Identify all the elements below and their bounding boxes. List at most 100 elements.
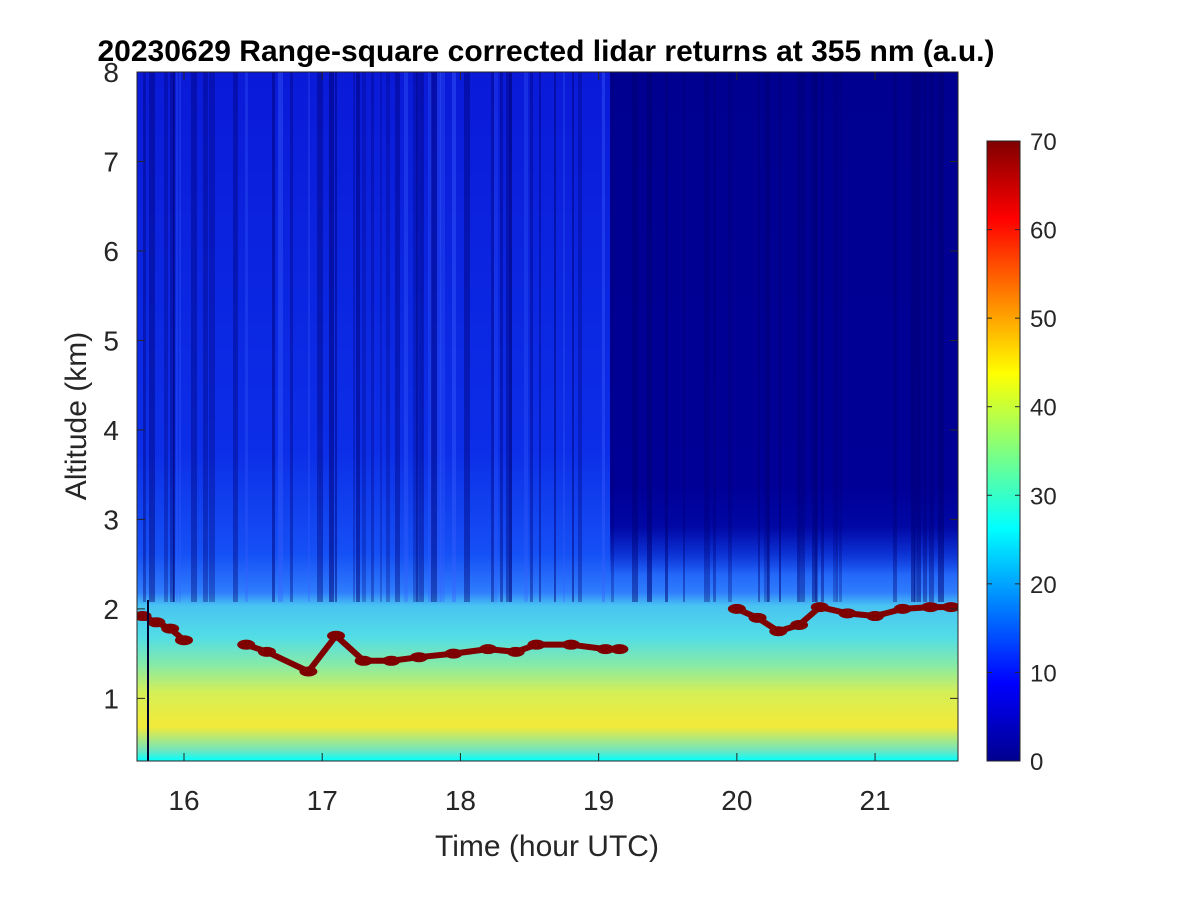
cloud-return-segment: [305, 632, 340, 675]
texture-stripe-dark: [353, 72, 355, 602]
colorbar-ticks: 0 10 20 30 40 50 60 70: [987, 129, 1057, 776]
texture-stripe-light: [428, 72, 432, 602]
texture-stripe-dark: [767, 72, 770, 602]
texture-stripe-dark: [143, 72, 146, 602]
texture-stripe-dark: [797, 72, 800, 602]
x-tick-label: 21: [859, 785, 890, 816]
texture-stripe-dark: [203, 72, 208, 602]
late-evening-dark-region: [610, 72, 958, 761]
y-tick-label: 6: [103, 236, 119, 267]
texture-stripe-dark: [371, 72, 374, 602]
texture-stripe-light: [179, 72, 181, 602]
colorbar-tick-label: 30: [1030, 483, 1057, 510]
y-tick-label: 2: [103, 594, 119, 625]
texture-stripe-dark: [647, 72, 652, 602]
texture-stripe-dark: [386, 72, 390, 602]
texture-stripe-dark: [413, 72, 419, 602]
texture-stripe-dark: [416, 72, 418, 602]
texture-stripe-dark: [170, 72, 174, 602]
y-tick-label: 5: [103, 325, 119, 356]
texture-stripe-dark: [419, 72, 424, 602]
cloud-return: [174, 635, 193, 646]
texture-stripe-dark: [815, 72, 818, 602]
texture-stripe-light: [452, 72, 456, 602]
cloud-returns: [137, 602, 958, 677]
x-tick-label: 20: [721, 785, 752, 816]
texture-stripe-light: [308, 72, 310, 602]
y-tick-label: 7: [103, 146, 119, 177]
y-axis-label: Altitude (km): [60, 332, 93, 500]
texture-stripe-dark: [665, 72, 668, 602]
texture-stripe-dark: [506, 72, 512, 602]
texture-stripe-dark: [917, 72, 921, 602]
colorbar-tick-label: 70: [1030, 129, 1057, 156]
texture-stripe-dark: [893, 72, 897, 602]
texture-stripe-dark: [839, 72, 842, 602]
texture-stripe-dark: [500, 72, 503, 602]
texture-stripe-dark: [530, 72, 533, 602]
texture-stripe-light: [278, 72, 283, 602]
y-axis-ticks: 1 2 3 4 5 6 7 8: [103, 57, 958, 714]
colorbar-tick-label: 20: [1030, 572, 1057, 599]
texture-stripe-dark: [758, 72, 760, 602]
texture-stripe-dark: [164, 72, 168, 602]
texture-stripe-light: [494, 72, 498, 602]
texture-stripe-dark: [923, 72, 927, 602]
texture-stripe-light: [524, 72, 528, 602]
texture-stripe-dark: [821, 72, 824, 602]
texture-stripe-dark: [713, 72, 716, 602]
x-axis-label: Time (hour UTC): [435, 830, 659, 863]
texture-stripe-dark: [395, 72, 400, 602]
texture-stripe-dark: [800, 72, 805, 602]
texture-stripe-dark: [431, 72, 437, 602]
texture-stripe-dark: [779, 72, 781, 602]
texture-stripe-dark: [836, 72, 838, 602]
texture-stripe-dark: [191, 72, 197, 602]
texture-stripe-dark: [233, 72, 236, 602]
texture-stripe-dark: [578, 72, 582, 602]
texture-stripe-dark: [764, 72, 769, 602]
texture-stripe-dark: [704, 72, 710, 602]
colorbar-tick-label: 0: [1030, 749, 1043, 776]
texture-stripe-dark: [149, 72, 155, 602]
texture-stripe-dark: [539, 72, 541, 602]
texture-stripe-dark: [914, 72, 917, 602]
chart-title: 20230629 Range-square corrected lidar re…: [97, 35, 994, 68]
texture-stripe-dark: [491, 72, 494, 602]
texture-stripe-dark: [362, 72, 366, 602]
texture-stripe-light: [440, 72, 445, 602]
texture-stripe-dark: [317, 72, 323, 602]
texture-stripe-dark: [335, 72, 337, 602]
cloud-return-segment: [263, 648, 312, 675]
texture-stripe-dark: [356, 72, 360, 602]
texture-stripe-light: [404, 72, 408, 602]
texture-stripe-dark: [812, 72, 817, 602]
texture-stripe-dark: [380, 72, 382, 602]
plot-frame: [136, 71, 959, 762]
x-tick-label: 17: [307, 785, 338, 816]
y-tick-label: 4: [103, 415, 119, 446]
y-tick-label: 1: [103, 683, 119, 714]
texture-stripe-dark: [173, 72, 175, 602]
texture-stripe-dark: [611, 72, 614, 602]
colorbar: 0 10 20 30 40 50 60 70: [986, 129, 1057, 776]
texture-stripe-dark: [572, 72, 574, 602]
texture-stripe-dark: [290, 72, 293, 602]
texture-stripe-dark: [272, 72, 275, 602]
texture-stripe-light: [176, 72, 178, 602]
texture-stripe-light: [563, 72, 565, 602]
cloud-return: [942, 602, 958, 613]
texture-stripe-dark: [728, 72, 732, 602]
texture-stripe-dark: [632, 72, 638, 602]
cloud-return: [610, 644, 629, 655]
colorbar-tick-label: 50: [1030, 306, 1057, 333]
y-tick-label: 8: [103, 57, 119, 88]
texture-stripe-dark: [911, 72, 915, 602]
texture-stripe-dark: [329, 72, 334, 602]
plot-area: [137, 72, 958, 761]
texture-stripe-light: [437, 72, 441, 602]
x-tick-label: 19: [583, 785, 614, 816]
texture-stripe-dark: [464, 72, 470, 602]
y-tick-label: 3: [103, 504, 119, 535]
